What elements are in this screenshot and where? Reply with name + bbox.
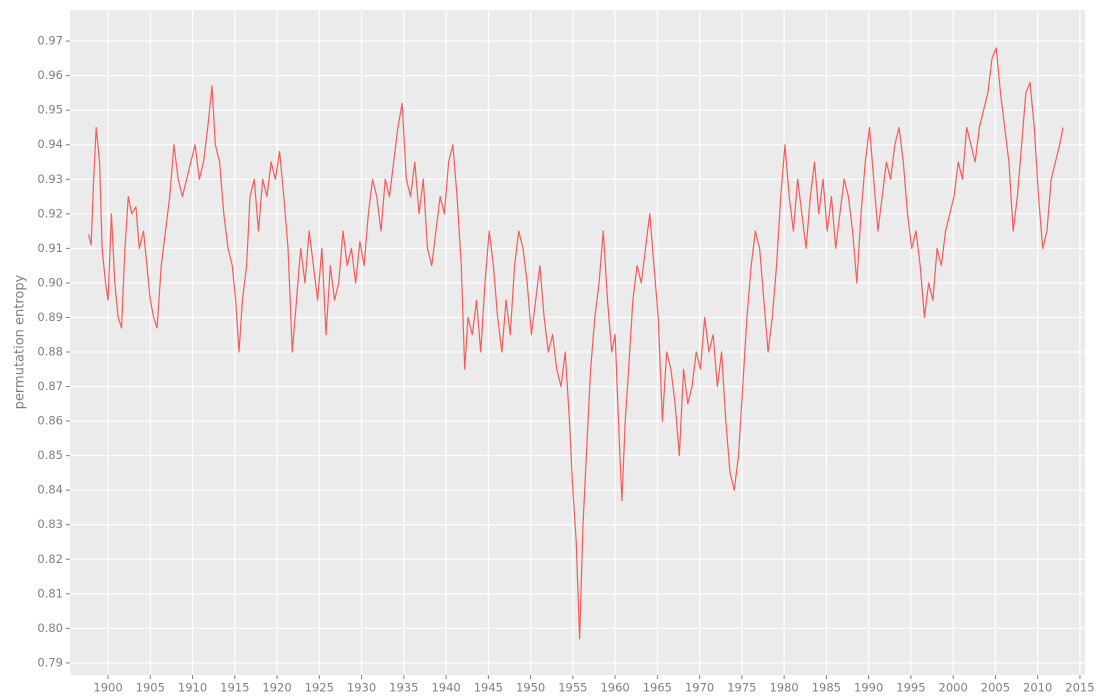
y-tick-label: 0.81 bbox=[37, 586, 63, 600]
y-tick-label: 0.84 bbox=[37, 483, 63, 497]
x-tick-label: 1925 bbox=[305, 681, 334, 695]
x-tick-label: 2005 bbox=[981, 681, 1010, 695]
y-tick-label: 0.80 bbox=[37, 621, 63, 635]
y-tick-label: 0.79 bbox=[37, 655, 63, 669]
y-tick-label: 0.93 bbox=[37, 172, 63, 186]
x-tick-label: 1900 bbox=[93, 681, 122, 695]
x-tick-label: 1985 bbox=[812, 681, 841, 695]
y-tick-label: 0.82 bbox=[37, 552, 63, 566]
x-tick-label: 1975 bbox=[727, 681, 756, 695]
x-tick-label: 1965 bbox=[643, 681, 672, 695]
x-tick-label: 1995 bbox=[896, 681, 925, 695]
x-tick-label: 1945 bbox=[474, 681, 503, 695]
y-tick-label: 0.88 bbox=[37, 345, 63, 359]
x-tick-label: 1935 bbox=[389, 681, 418, 695]
y-tick-label: 0.91 bbox=[37, 241, 63, 255]
y-tick-label: 0.96 bbox=[37, 68, 63, 82]
y-tick-label: 0.95 bbox=[37, 103, 63, 117]
x-tick-label: 2015 bbox=[1065, 681, 1094, 695]
y-tick-label: 0.90 bbox=[37, 275, 63, 289]
x-tick-label: 1955 bbox=[558, 681, 587, 695]
x-tick-label: 1990 bbox=[854, 681, 883, 695]
x-tick-label: 1915 bbox=[220, 681, 249, 695]
x-tick-label: 1970 bbox=[685, 681, 714, 695]
x-tick-label: 1980 bbox=[769, 681, 798, 695]
x-tick-label: 1960 bbox=[600, 681, 629, 695]
x-tick-label: 2010 bbox=[1023, 681, 1052, 695]
y-tick-label: 0.89 bbox=[37, 310, 63, 324]
y-tick-label: 0.87 bbox=[37, 379, 63, 393]
y-tick-label: 0.92 bbox=[37, 206, 63, 220]
y-tick-label: 0.83 bbox=[37, 517, 63, 531]
x-tick-label: 1930 bbox=[347, 681, 376, 695]
x-tick-label: 2000 bbox=[939, 681, 968, 695]
y-axis-label: permutation entropy bbox=[13, 274, 28, 409]
x-tick-label: 1950 bbox=[516, 681, 545, 695]
x-tick-label: 1920 bbox=[262, 681, 291, 695]
x-tick-label: 1905 bbox=[136, 681, 165, 695]
y-tick-label: 0.86 bbox=[37, 414, 63, 428]
x-tick-label: 1910 bbox=[178, 681, 207, 695]
y-tick-label: 0.85 bbox=[37, 448, 63, 462]
x-tick-label: 1940 bbox=[431, 681, 460, 695]
y-tick-label: 0.94 bbox=[37, 137, 63, 151]
data-line bbox=[88, 47, 1064, 640]
y-tick-label: 0.97 bbox=[37, 34, 63, 48]
